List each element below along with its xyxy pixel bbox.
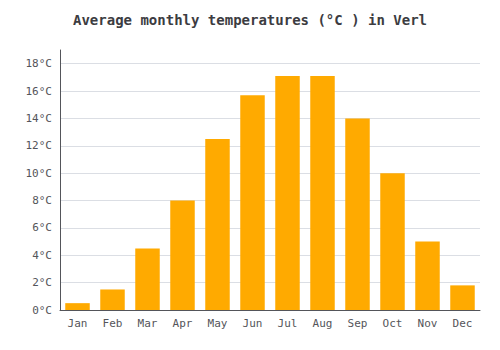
svg-text:18°C: 18°C <box>26 57 53 70</box>
svg-text:10°C: 10°C <box>26 167 53 180</box>
svg-text:May: May <box>208 317 228 330</box>
svg-text:Jan: Jan <box>68 317 88 330</box>
svg-text:16°C: 16°C <box>26 85 53 98</box>
svg-text:Apr: Apr <box>173 317 193 330</box>
svg-text:Feb: Feb <box>103 317 123 330</box>
svg-text:4°C: 4°C <box>32 249 52 262</box>
svg-text:6°C: 6°C <box>32 221 52 234</box>
svg-text:Mar: Mar <box>138 317 158 330</box>
svg-text:Dec: Dec <box>453 317 473 330</box>
svg-text:Average monthly temperatures (: Average monthly temperatures (°C ) in Ve… <box>73 12 427 28</box>
svg-text:2°C: 2°C <box>32 276 52 289</box>
svg-text:Sep: Sep <box>348 317 368 330</box>
svg-text:14°C: 14°C <box>26 112 53 125</box>
svg-text:Aug: Aug <box>313 317 333 330</box>
svg-text:Jun: Jun <box>243 317 263 330</box>
svg-text:Jul: Jul <box>278 317 298 330</box>
svg-text:Oct: Oct <box>383 317 403 330</box>
svg-text:Nov: Nov <box>418 317 438 330</box>
svg-text:0°C: 0°C <box>32 304 52 317</box>
svg-text:8°C: 8°C <box>32 194 52 207</box>
svg-text:12°C: 12°C <box>26 139 53 152</box>
